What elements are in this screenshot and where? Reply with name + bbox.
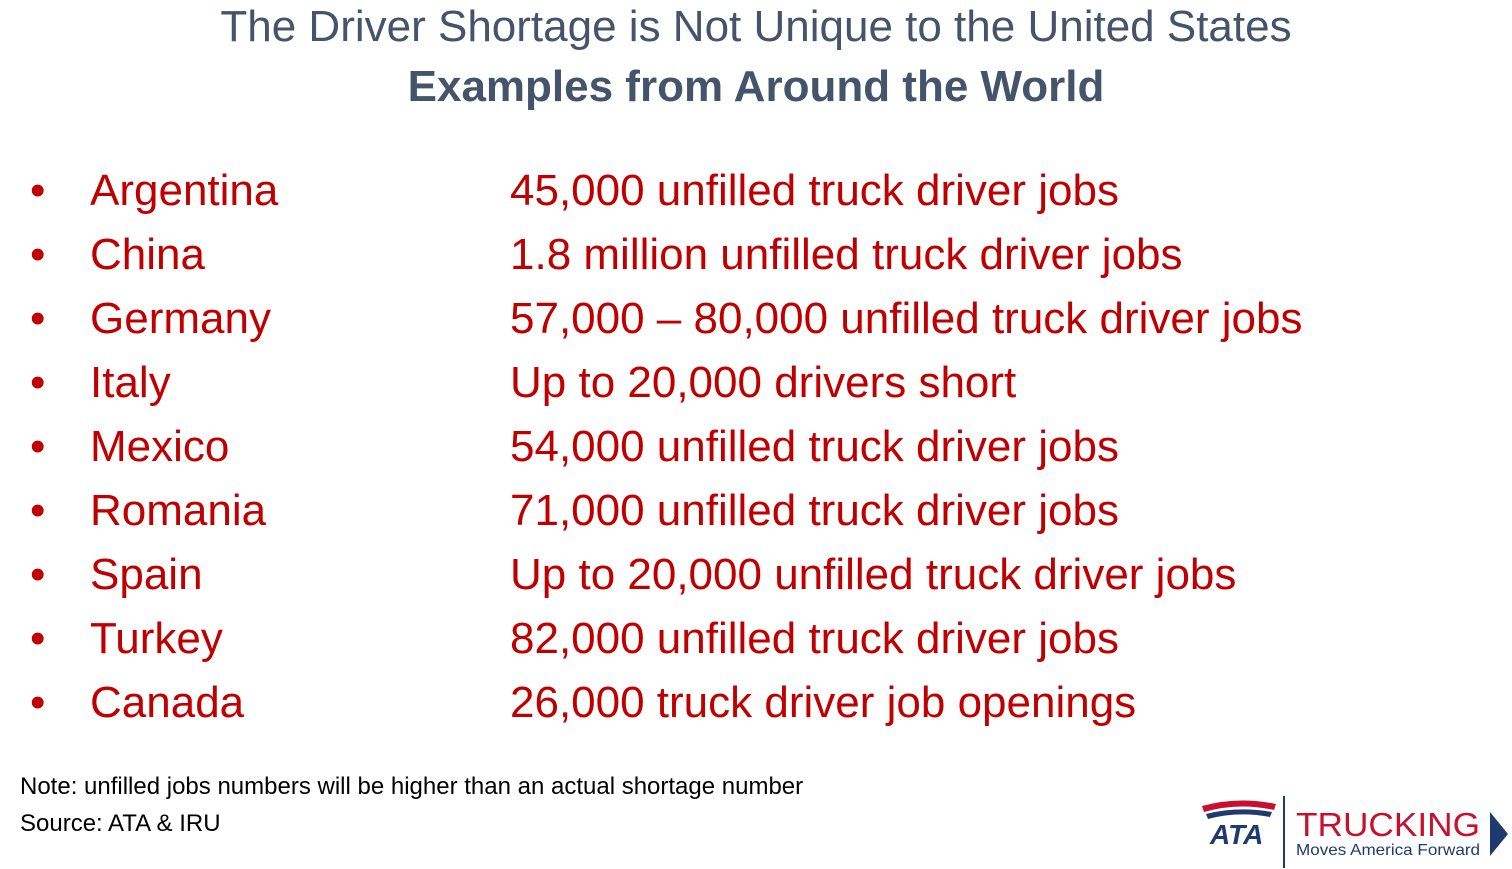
bullet: •	[30, 294, 46, 343]
country: Canada	[90, 678, 245, 727]
country: Argentina	[90, 166, 279, 215]
logo-mark: ATA	[1209, 819, 1263, 850]
list-item: • Mexico 54,000 unfilled truck driver jobs	[0, 422, 1512, 486]
shortage: Up to 20,000 unfilled truck driver jobs	[510, 550, 1237, 599]
country: Mexico	[90, 422, 230, 471]
shortage: Up to 20,000 drivers short	[510, 358, 1017, 407]
bullet: •	[30, 166, 46, 215]
bullet: •	[30, 486, 46, 535]
country: China	[90, 230, 205, 279]
bullet: •	[30, 678, 46, 727]
country: Romania	[90, 486, 267, 535]
subtitle: Examples from Around the World	[407, 62, 1105, 111]
list-item: • Argentina 45,000 unfilled truck driver j…	[0, 166, 1512, 230]
shortage: 45,000 unfilled truck driver jobs	[510, 166, 1119, 215]
logo: ATA TRUCKING Moves America Forward	[1202, 796, 1508, 868]
bullet: •	[30, 550, 46, 599]
shortage: 71,000 unfilled truck driver jobs	[510, 486, 1119, 535]
logo-stripe	[1202, 800, 1276, 812]
logo-tagline: Moves America Forward	[1296, 842, 1480, 859]
list-item: • Romania 71,000 unfilled truck driver job…	[0, 486, 1512, 550]
bullet: •	[30, 614, 46, 663]
shortage: 82,000 unfilled truck driver jobs	[510, 614, 1119, 663]
country: Spain	[90, 550, 203, 599]
list-item: • Italy Up to 20,000 drivers short	[0, 358, 1512, 422]
logo-stripe	[1206, 809, 1272, 819]
note: Note: unfilled jobs numbers will be high…	[20, 773, 804, 800]
source: Source: ATA & IRU	[20, 810, 221, 837]
title: The Driver Shortage is Not Unique to the…	[220, 2, 1292, 51]
country: Italy	[90, 358, 171, 407]
shortage: 1.8 million unfilled truck driver jobs	[510, 230, 1183, 279]
list-item: • Canada 26,000 truck driver job openings	[0, 678, 1512, 742]
list-item: • Germany 57,000 – 80,000 unfilled truck d…	[0, 294, 1512, 358]
shortage: 57,000 – 80,000 unfilled truck driver jo…	[510, 294, 1303, 343]
list-item: • Spain Up to 20,000 unfilled truck driver…	[0, 550, 1512, 614]
bullet: •	[30, 358, 46, 407]
bullet: •	[30, 230, 46, 279]
shortage: 54,000 unfilled truck driver jobs	[510, 422, 1119, 471]
list-item: • China 1.8 million unfilled truck driver …	[0, 230, 1512, 294]
country: Turkey	[90, 614, 223, 663]
logo-arrow	[1490, 812, 1508, 856]
logo-name: TRUCKING	[1296, 806, 1480, 843]
bullet: •	[30, 422, 46, 471]
list-item: • Turkey 82,000 unfilled truck driver jobs	[0, 614, 1512, 678]
country: Germany	[90, 294, 271, 343]
shortage: 26,000 truck driver job openings	[510, 678, 1137, 727]
